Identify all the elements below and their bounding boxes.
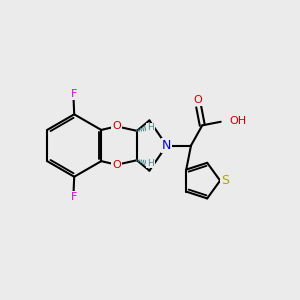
- Text: H: H: [147, 123, 154, 132]
- Text: S: S: [221, 174, 230, 187]
- Text: N: N: [162, 139, 171, 152]
- Text: O: O: [112, 160, 121, 170]
- Text: H: H: [147, 159, 154, 168]
- Text: OH: OH: [229, 116, 246, 126]
- Text: O: O: [194, 95, 203, 105]
- Text: F: F: [70, 192, 77, 202]
- Text: F: F: [70, 89, 77, 99]
- Text: O: O: [112, 122, 121, 131]
